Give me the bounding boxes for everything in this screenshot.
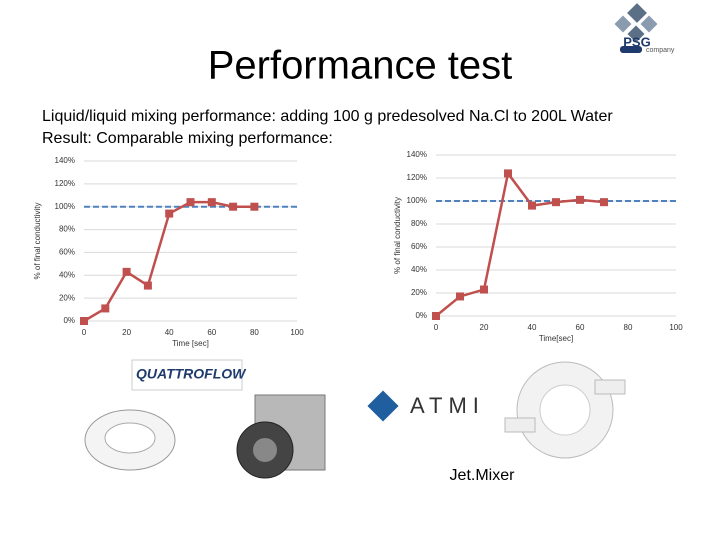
product-label: QUATTROFLOW bbox=[136, 366, 247, 382]
y-tick-label: 40% bbox=[59, 270, 75, 279]
y-tick-label: 60% bbox=[411, 242, 427, 251]
x-axis-title: Time[sec] bbox=[539, 334, 573, 343]
y-axis-title: % of final conductivity bbox=[33, 203, 42, 280]
y-tick-label: 40% bbox=[411, 265, 427, 274]
atmi-logo: ATMI bbox=[367, 390, 485, 422]
data-point bbox=[432, 312, 440, 320]
data-point bbox=[143, 281, 152, 290]
quattroflow-logo: QUATTROFLOW bbox=[131, 359, 247, 391]
y-tick-label: 140% bbox=[55, 156, 75, 165]
x-tick-label: 20 bbox=[480, 323, 489, 332]
data-point bbox=[250, 202, 259, 211]
y-tick-label: 120% bbox=[55, 179, 75, 188]
subtitle-line: Result: Comparable mixing performance: bbox=[42, 130, 333, 147]
data-point bbox=[186, 198, 195, 207]
x-tick-label: 40 bbox=[528, 323, 537, 332]
x-tick-label: 100 bbox=[669, 323, 683, 332]
x-axis-title: Time [sec] bbox=[172, 339, 209, 348]
data-point bbox=[480, 285, 488, 294]
slide-title: Performance test bbox=[208, 44, 513, 88]
y-tick-label: 20% bbox=[411, 288, 427, 297]
data-point bbox=[528, 201, 536, 210]
data-point bbox=[207, 198, 216, 207]
mixer-image bbox=[504, 361, 626, 459]
logo: PSG company bbox=[614, 3, 675, 54]
x-tick-label: 20 bbox=[122, 328, 131, 337]
data-point bbox=[456, 292, 464, 301]
y-tick-label: 80% bbox=[59, 225, 75, 234]
data-point bbox=[101, 304, 110, 313]
subtitle-line: Liquid/liquid mixing performance: adding… bbox=[42, 108, 613, 125]
x-tick-label: 80 bbox=[250, 328, 259, 337]
y-tick-label: 20% bbox=[59, 293, 75, 302]
product-label: Jet.Mixer bbox=[450, 467, 516, 484]
data-point bbox=[229, 202, 238, 211]
data-point bbox=[552, 198, 560, 207]
pump-image bbox=[84, 394, 326, 479]
data-point bbox=[165, 209, 174, 218]
x-tick-label: 0 bbox=[82, 328, 87, 337]
y-tick-label: 80% bbox=[411, 219, 427, 228]
x-tick-label: 60 bbox=[207, 328, 216, 337]
data-point bbox=[576, 195, 584, 204]
y-tick-label: 60% bbox=[59, 248, 75, 257]
product-label: ATMI bbox=[410, 393, 485, 418]
y-tick-label: 0% bbox=[63, 316, 75, 325]
y-tick-label: 120% bbox=[407, 173, 427, 182]
data-point bbox=[80, 317, 88, 325]
x-tick-label: 100 bbox=[290, 328, 304, 337]
logo-text: PSG bbox=[623, 34, 650, 49]
data-point bbox=[504, 169, 512, 178]
y-tick-label: 140% bbox=[407, 150, 427, 159]
x-tick-label: 0 bbox=[434, 323, 439, 332]
x-tick-label: 40 bbox=[165, 328, 174, 337]
data-point bbox=[600, 198, 608, 207]
y-axis-title: % of final conductivity bbox=[393, 197, 402, 274]
y-tick-label: 0% bbox=[415, 311, 427, 320]
data-point bbox=[122, 267, 131, 276]
y-tick-label: 100% bbox=[407, 196, 427, 205]
x-tick-label: 60 bbox=[576, 323, 585, 332]
logo-sub: company bbox=[646, 47, 675, 54]
x-tick-label: 80 bbox=[624, 323, 633, 332]
y-tick-label: 100% bbox=[55, 202, 75, 211]
